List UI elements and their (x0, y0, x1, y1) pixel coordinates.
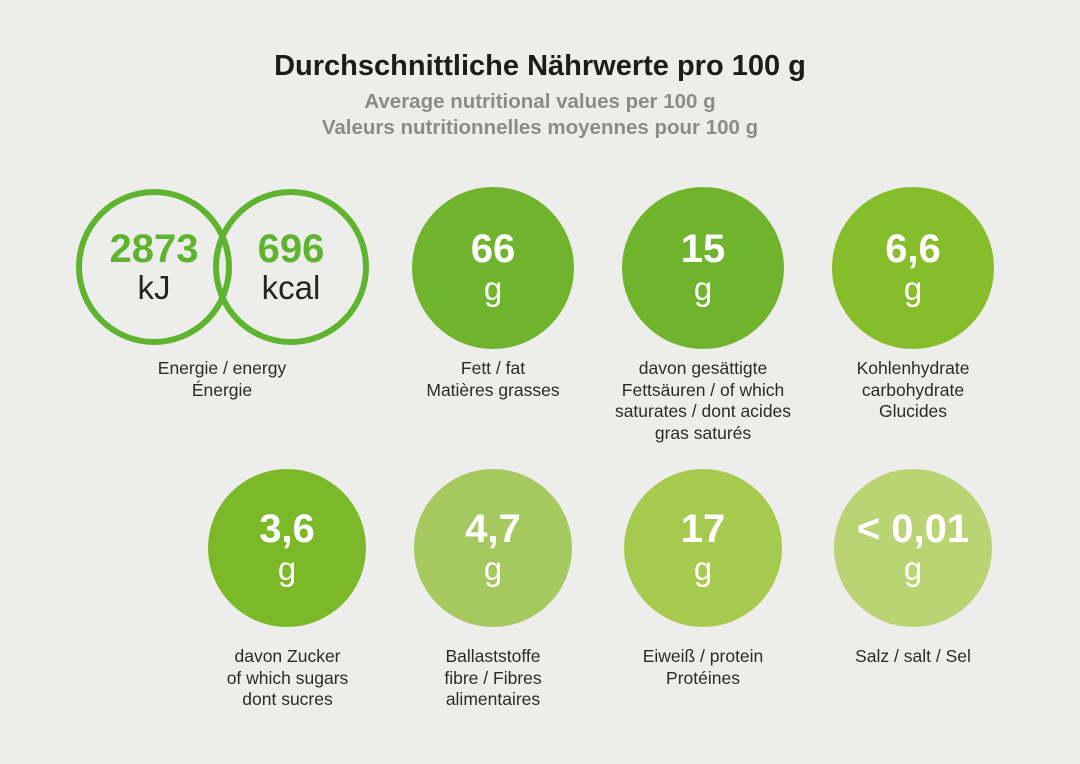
header: Durchschnittliche Nährwerte pro 100 g Av… (0, 50, 1080, 142)
fibre-label: Ballaststoffe fibre / Fibres alimentaire… (388, 646, 598, 711)
saturates-label: davon gesättigte Fettsäuren / of which s… (578, 358, 828, 444)
energy-kcal-circle: 696 kcal (213, 189, 369, 345)
protein-circle: 17 g (624, 469, 782, 627)
fat-label-line: Fett / fat (460, 358, 526, 378)
energy-kj-circle: 2873 kJ (76, 189, 232, 345)
fibre-circle: 4,7 g (414, 469, 572, 627)
protein-label-line: Eiweiß / protein (642, 646, 764, 666)
sugars-circle: 3,6 g (208, 469, 366, 627)
salt-label: Salz / salt / Sel (808, 646, 1018, 668)
subtitle-french: Valeurs nutritionnelles moyennes pour 10… (321, 116, 759, 139)
saturates-circle: 15 g (622, 187, 784, 349)
saturates-label-line: saturates / dont acides (614, 401, 792, 421)
carbohydrate-label: Kohlenhydrate carbohydrate Glucides (808, 358, 1018, 423)
fat-value: 66 (470, 227, 516, 271)
page-title: Durchschnittliche Nährwerte pro 100 g (274, 50, 806, 82)
salt-value: < 0,01 (856, 507, 970, 551)
fat-label-line: Matières grasses (426, 379, 560, 400)
fibre-label-line: Ballaststoffe (445, 646, 541, 666)
sugars-label-line: of which sugars (226, 667, 349, 688)
salt-unit: g (903, 550, 923, 587)
carbohydrate-unit: g (903, 270, 923, 307)
fibre-value: 4,7 (465, 507, 521, 551)
energy-label-line: Énergie (191, 379, 253, 400)
saturates-label-line: Fettsäuren / of which (621, 379, 785, 400)
saturates-label-line: gras saturés (654, 422, 752, 443)
fibre-label-line: alimentaires (445, 689, 541, 709)
sugars-unit: g (277, 550, 297, 587)
carbohydrate-label-line: carbohydrate (861, 379, 965, 400)
salt-label-line: Salz / salt / Sel (855, 646, 971, 666)
sugars-label-line: davon Zucker (234, 646, 341, 666)
saturates-unit: g (693, 270, 713, 307)
carbohydrate-circle: 6,6 g (832, 187, 994, 349)
carbohydrate-label-line: Kohlenhydrate (856, 358, 970, 378)
saturates-label-line: davon gesättigte (638, 358, 768, 378)
protein-label-line: Protéines (666, 667, 740, 688)
energy-label: Energie / energy Énergie (40, 358, 404, 401)
sugars-value: 3,6 (259, 507, 315, 551)
sugars-label: davon Zucker of which sugars dont sucres (185, 646, 390, 711)
saturates-value: 15 (680, 227, 726, 271)
energy-kj-value: 2873 (109, 226, 199, 271)
fat-label: Fett / fat Matières grasses (388, 358, 598, 401)
energy-kj-unit: kJ (137, 268, 171, 306)
subtitle-english: Average nutritional values per 100 g (364, 90, 716, 113)
carbohydrate-label-line: Glucides (878, 401, 948, 421)
fat-circle: 66 g (412, 187, 574, 349)
salt-circle: < 0,01 g (834, 469, 992, 627)
protein-value: 17 (680, 507, 726, 551)
fibre-unit: g (483, 550, 503, 587)
energy-kcal-unit: kcal (261, 268, 321, 306)
fibre-label-line: fibre / Fibres (444, 667, 542, 688)
sugars-label-line: dont sucres (242, 689, 333, 709)
carbohydrate-value: 6,6 (885, 227, 941, 271)
energy-label-line: Energie / energy (157, 358, 287, 378)
fat-unit: g (483, 270, 503, 307)
energy-kcal-value: 696 (257, 226, 325, 271)
protein-label: Eiweiß / protein Protéines (598, 646, 808, 689)
protein-unit: g (693, 550, 713, 587)
